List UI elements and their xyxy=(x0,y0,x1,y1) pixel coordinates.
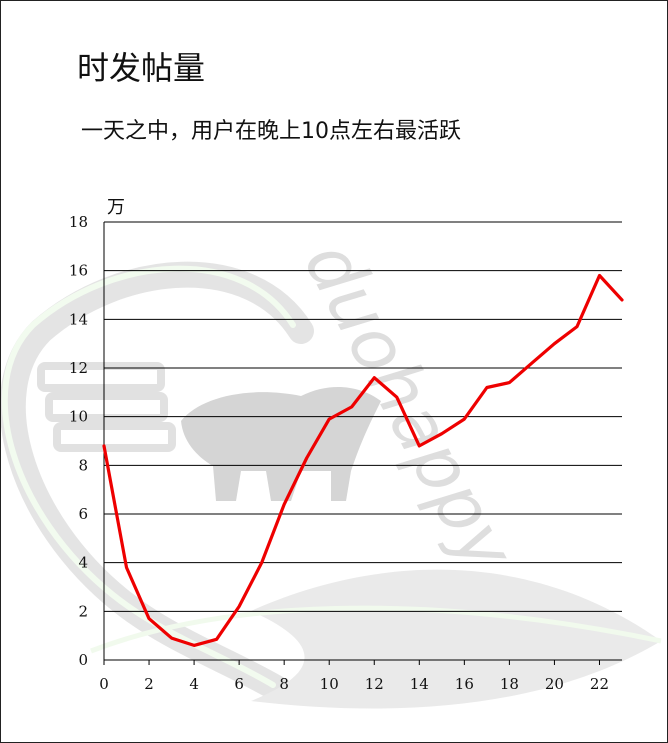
watermark-book-3 xyxy=(53,422,176,452)
y-tick-label: 8 xyxy=(78,456,88,474)
x-tick-label: 12 xyxy=(365,675,384,693)
watermark-book-2 xyxy=(45,392,168,422)
x-tick-label: 10 xyxy=(320,675,339,693)
x-tick-label: 0 xyxy=(99,675,109,693)
x-tick-label: 18 xyxy=(500,675,519,693)
y-tick-label: 18 xyxy=(69,213,88,231)
series-line xyxy=(102,273,624,648)
y-tick-label: 2 xyxy=(78,602,88,620)
x-tick-label: 4 xyxy=(189,675,199,693)
y-tick-label: 12 xyxy=(69,359,88,377)
y-tick-label: 16 xyxy=(69,262,88,280)
y-axis-unit-label: 万 xyxy=(107,197,125,218)
page-subtitle: 一天之中，用户在晚上10点左右最活跃 xyxy=(81,119,461,144)
page-title: 时发帖量 xyxy=(77,49,206,87)
y-tick-label: 6 xyxy=(78,505,88,523)
watermark-yak xyxy=(181,386,381,501)
x-tick-label: 8 xyxy=(279,675,289,693)
y-tick-label: 0 xyxy=(78,651,88,669)
watermark-leaf-stem xyxy=(90,605,662,654)
x-tick-label: 22 xyxy=(590,675,609,693)
x-tick-label: 20 xyxy=(545,675,564,693)
x-tick-label: 14 xyxy=(410,675,429,693)
watermark-leaf-shape xyxy=(251,569,661,709)
x-tick-label: 2 xyxy=(144,675,154,693)
y-tick-label: 14 xyxy=(69,310,88,328)
y-tick-label: 10 xyxy=(69,408,88,426)
watermark-book-1 xyxy=(37,362,165,392)
x-tick-label: 6 xyxy=(234,675,244,693)
x-tick-label: 16 xyxy=(455,675,474,693)
watermark-heart-glow xyxy=(1,265,296,688)
y-tick-label: 4 xyxy=(78,554,88,572)
